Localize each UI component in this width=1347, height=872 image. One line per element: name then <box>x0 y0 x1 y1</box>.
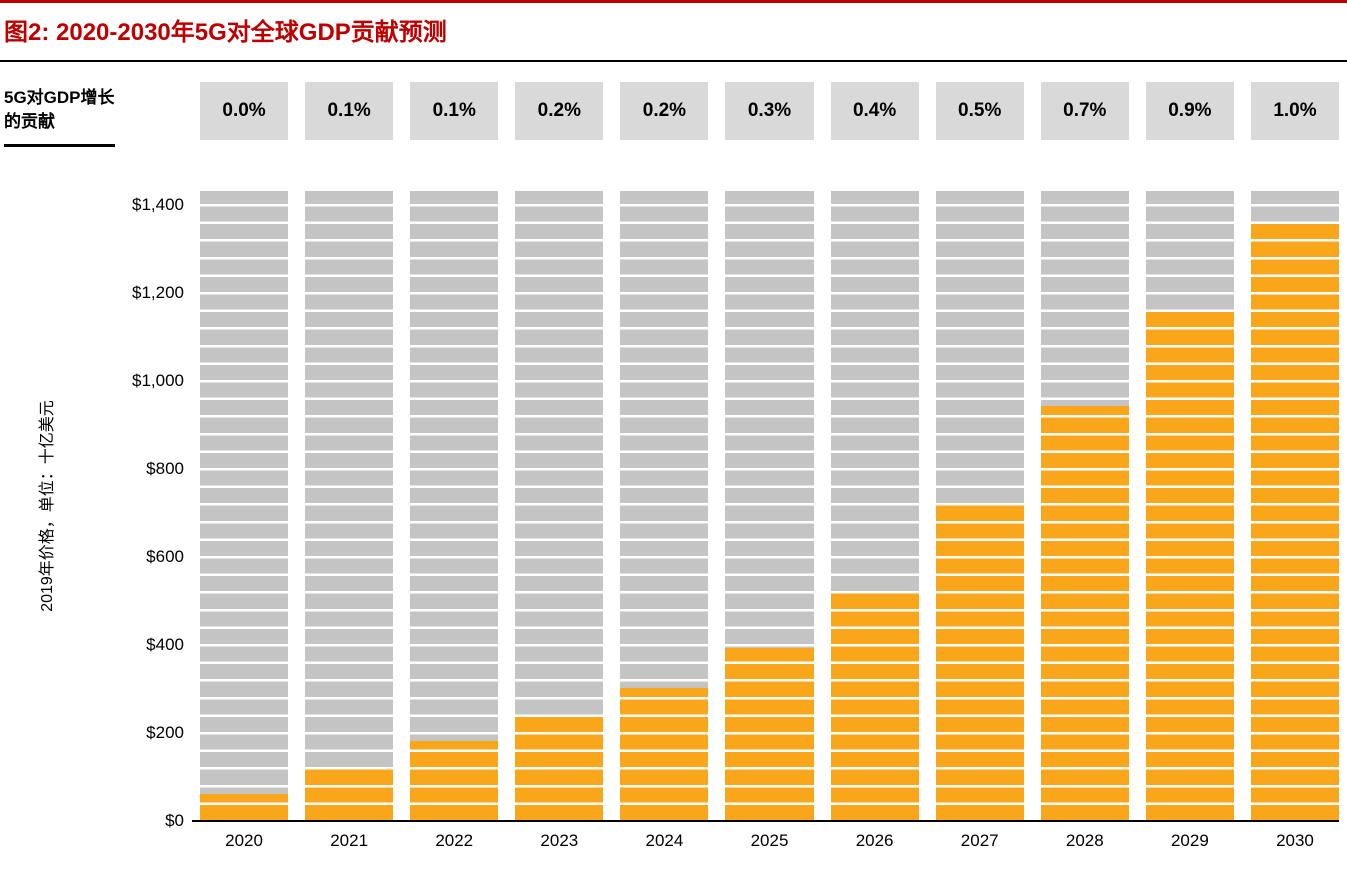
x-axis-label-2022: 2022 <box>435 830 474 850</box>
y-tick-label: $1,400 <box>132 194 184 214</box>
percent-cell-2029: 0.9% <box>1145 82 1234 141</box>
baseline-extension <box>192 819 200 822</box>
bar-5g-segment-2025 <box>725 648 814 820</box>
bar-5g-segment-2024 <box>620 687 709 820</box>
bar-2021 <box>305 190 394 821</box>
percent-label-line1: 5G对GDP增长 <box>4 88 115 108</box>
bar-2024 <box>620 190 709 821</box>
percent-cell-2022: 0.1% <box>410 82 499 141</box>
bar-5g-segment-2030 <box>1250 221 1340 820</box>
y-tick-label: $0 <box>165 810 184 830</box>
y-tick-label: $1,000 <box>132 370 184 390</box>
bar-2029 <box>1145 190 1235 821</box>
bar-2020 <box>200 190 289 821</box>
y-tick-label: $1,200 <box>132 282 184 302</box>
percent-row: 5G对GDP增长 的贡献 0.0% 0.1% 0.1% 0.2% 0.2% 0.3% 0.4… <box>0 82 1347 147</box>
bar-2027 <box>935 190 1024 821</box>
x-axis-label-2024: 2024 <box>645 830 684 850</box>
percent-cells: 0.0% 0.1% 0.1% 0.2% 0.2% 0.3% 0.4% 0.5% 0.7% 0.9%… <box>200 82 1347 147</box>
y-tick-label: $800 <box>146 458 184 478</box>
percent-row-label: 5G对GDP增长 的贡献 <box>4 86 115 147</box>
x-axis-label-2030: 2030 <box>1276 830 1314 850</box>
bar-2023 <box>515 190 604 821</box>
bar-5g-segment-2020 <box>200 793 289 820</box>
bar-2022 <box>410 190 499 821</box>
percent-cell-2021: 0.1% <box>305 82 394 141</box>
percent-cell-2025: 0.3% <box>725 82 814 141</box>
x-axis-label-2026: 2026 <box>855 830 894 850</box>
x-axis-label-2020: 2020 <box>225 830 263 850</box>
plot-area <box>200 190 1340 822</box>
bar-5g-segment-2021 <box>305 767 394 820</box>
x-axis: 2020 2021 2022 2023 2024 2025 2026 2027 2028 2029… <box>0 831 1347 851</box>
percent-cell-2028: 0.7% <box>1040 82 1129 141</box>
x-axis-label-2025: 2025 <box>750 830 789 850</box>
percent-cell-2024: 0.2% <box>620 82 709 141</box>
y-tick-label: $200 <box>146 722 184 742</box>
y-tick-label: $600 <box>146 546 184 566</box>
bar-2025 <box>725 190 814 821</box>
x-axis-labels: 2020 2021 2022 2023 2024 2025 2026 2027 2028 2029… <box>200 831 1347 851</box>
percent-cell-2027: 0.5% <box>935 82 1024 141</box>
y-axis-area: 2019年价格，单位：十亿美元 $0 $200 $400 $600 $800 $1,000… <box>0 191 200 830</box>
percent-cell-2026: 0.4% <box>830 82 919 141</box>
chart: 2019年价格，单位：十亿美元 $0 $200 $400 $600 $800 $1,000… <box>0 190 1347 830</box>
top-rule <box>0 0 1347 3</box>
bar-5g-segment-2023 <box>515 716 604 820</box>
x-axis-label-2021: 2021 <box>330 830 369 850</box>
bar-5g-segment-2026 <box>830 593 919 820</box>
bar-2026 <box>830 190 919 821</box>
title-divider <box>0 60 1347 63</box>
bar-2028 <box>1040 190 1129 821</box>
bar-2030 <box>1250 190 1340 821</box>
x-axis-label-2023: 2023 <box>540 830 579 850</box>
x-axis-label-2027: 2027 <box>960 830 999 850</box>
figure-title: 图2: 2020-2030年5G对全球GDP贡献预测 <box>4 19 447 46</box>
percent-row-label-area: 5G对GDP增长 的贡献 <box>0 82 200 147</box>
bar-5g-segment-2028 <box>1040 406 1129 820</box>
percent-cell-2030: 1.0% <box>1250 82 1340 141</box>
y-axis-title: 2019年价格，单位：十亿美元 <box>39 400 56 613</box>
x-axis-label-2029: 2029 <box>1170 830 1209 850</box>
percent-label-line2: 的贡献 <box>4 111 55 131</box>
y-tick-label: $400 <box>146 634 184 654</box>
bar-5g-segment-2029 <box>1145 309 1234 820</box>
bar-5g-segment-2022 <box>410 740 499 820</box>
percent-cell-2023: 0.2% <box>515 82 604 141</box>
x-axis-label-2028: 2028 <box>1065 830 1104 850</box>
bar-5g-segment-2027 <box>935 503 1024 820</box>
percent-cell-2020: 0.0% <box>200 82 289 141</box>
